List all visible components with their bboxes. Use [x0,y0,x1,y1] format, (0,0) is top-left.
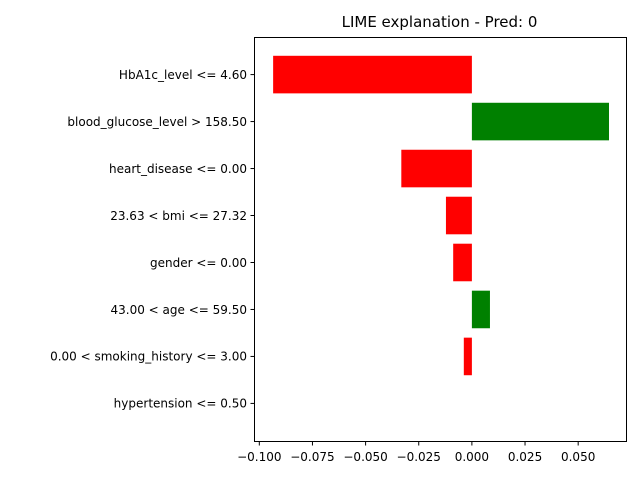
bar [273,55,472,94]
y-tick-label: 23.63 < bmi <= 27.32 [110,209,247,223]
y-tick-label: heart_disease <= 0.00 [109,162,247,176]
y-axis: HbA1c_level <= 4.60 blood_glucose_level >… [50,68,255,411]
y-tick-label: 43.00 < age <= 59.50 [111,303,247,317]
y-tick-label: 0.00 < smoking_history <= 3.00 [50,350,247,364]
x-tick-label: 0.000 [455,450,489,464]
y-tick-label: HbA1c_level <= 4.60 [119,68,247,82]
bar [453,243,472,282]
x-tick-label: −0.075 [290,450,334,464]
bars-layer [273,55,609,376]
y-tick-label: hypertension <= 0.50 [114,397,247,411]
x-tick-label: 0.025 [508,450,542,464]
x-tick-label: −0.050 [343,450,387,464]
bar [445,196,472,235]
y-tick-label: blood_glucose_level > 158.50 [67,115,247,129]
x-tick-label: −0.100 [237,450,281,464]
bar [471,102,609,141]
y-tick-label: gender <= 0.00 [150,256,247,270]
bar [463,337,472,376]
bar [471,290,490,329]
x-tick-label: −0.025 [397,450,441,464]
plot-frame [254,37,627,442]
x-axis: −0.100 −0.075 −0.050 −0.025 0.000 0.025 0.050 [237,441,595,464]
chart-title: LIME explanation - Pred: 0 [342,13,538,31]
x-tick-label: 0.050 [561,450,595,464]
bar [401,149,472,188]
